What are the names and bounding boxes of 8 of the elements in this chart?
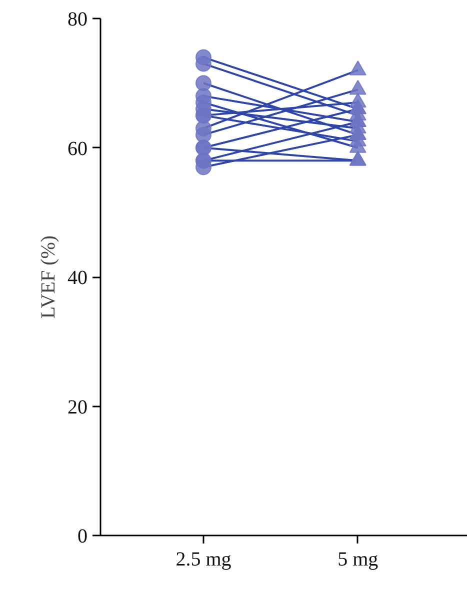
y-tick-label: 80 [68, 8, 88, 30]
y-tick-label: 60 [68, 138, 88, 160]
y-tick-label: 40 [68, 267, 88, 289]
y-tick-label: 0 [78, 526, 88, 548]
x-tick-label: 5 mg [338, 548, 378, 570]
x-tick-label: 2.5 mg [176, 548, 232, 570]
y-axis-title: LVEF (%) [38, 235, 60, 319]
y-tick-label: 20 [68, 396, 88, 418]
